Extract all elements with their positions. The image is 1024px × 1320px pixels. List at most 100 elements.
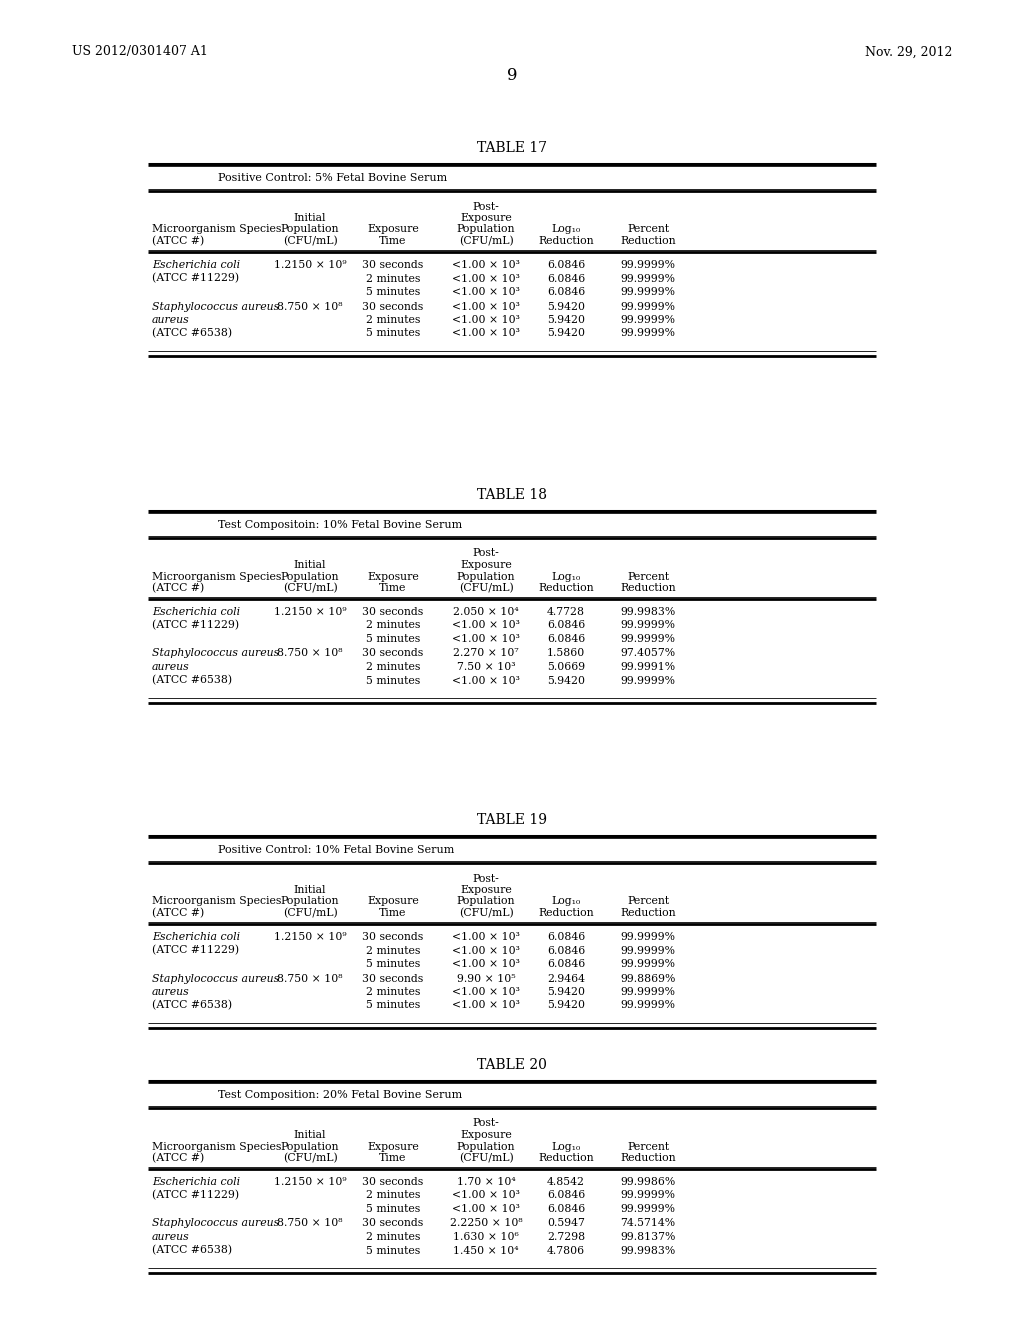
Text: 99.9999%: 99.9999%	[621, 273, 676, 284]
Text: <1.00 × 10³: <1.00 × 10³	[452, 1204, 520, 1214]
Text: 99.9999%: 99.9999%	[621, 329, 676, 338]
Text: (ATCC #): (ATCC #)	[152, 583, 204, 593]
Text: Staphylococcus aureus: Staphylococcus aureus	[152, 301, 280, 312]
Text: 0.5947: 0.5947	[547, 1218, 585, 1229]
Text: 2 minutes: 2 minutes	[366, 620, 420, 631]
Text: 5 minutes: 5 minutes	[366, 1246, 420, 1255]
Text: Reduction: Reduction	[539, 583, 594, 593]
Text: 6.0846: 6.0846	[547, 620, 585, 631]
Text: 5 minutes: 5 minutes	[366, 1204, 420, 1214]
Text: 5 minutes: 5 minutes	[366, 329, 420, 338]
Text: Time: Time	[379, 583, 407, 593]
Text: Exposure: Exposure	[368, 1142, 419, 1151]
Text: 2.050 × 10⁴: 2.050 × 10⁴	[454, 607, 519, 616]
Text: 5.9420: 5.9420	[547, 676, 585, 685]
Text: 6.0846: 6.0846	[547, 960, 585, 969]
Text: (ATCC #): (ATCC #)	[152, 1152, 204, 1163]
Text: <1.00 × 10³: <1.00 × 10³	[452, 945, 520, 956]
Text: 30 seconds: 30 seconds	[362, 1177, 424, 1187]
Text: 2.2250 × 10⁸: 2.2250 × 10⁸	[450, 1218, 522, 1229]
Text: Exposure: Exposure	[460, 884, 512, 895]
Text: 1.5860: 1.5860	[547, 648, 585, 659]
Text: 30 seconds: 30 seconds	[362, 607, 424, 616]
Text: 99.8137%: 99.8137%	[621, 1232, 676, 1242]
Text: aureus: aureus	[152, 987, 189, 997]
Text: (ATCC #): (ATCC #)	[152, 236, 204, 246]
Text: Percent: Percent	[627, 1142, 669, 1151]
Text: 8.750 × 10⁸: 8.750 × 10⁸	[278, 1218, 343, 1229]
Text: Population: Population	[457, 896, 515, 907]
Text: Microorganism Species: Microorganism Species	[152, 572, 282, 582]
Text: Microorganism Species: Microorganism Species	[152, 896, 282, 907]
Text: 30 seconds: 30 seconds	[362, 932, 424, 942]
Text: Positive Control: 10% Fetal Bovine Serum: Positive Control: 10% Fetal Bovine Serum	[218, 845, 455, 855]
Text: TABLE 20: TABLE 20	[477, 1059, 547, 1072]
Text: Escherichia coli: Escherichia coli	[152, 607, 240, 616]
Text: 30 seconds: 30 seconds	[362, 974, 424, 983]
Text: 5.0669: 5.0669	[547, 663, 585, 672]
Text: 5 minutes: 5 minutes	[366, 960, 420, 969]
Text: <1.00 × 10³: <1.00 × 10³	[452, 273, 520, 284]
Text: 4.8542: 4.8542	[547, 1177, 585, 1187]
Text: Post-: Post-	[473, 202, 500, 211]
Text: 5.9420: 5.9420	[547, 301, 585, 312]
Text: 99.8869%: 99.8869%	[621, 974, 676, 983]
Text: <1.00 × 10³: <1.00 × 10³	[452, 932, 520, 942]
Text: 97.4057%: 97.4057%	[621, 648, 676, 659]
Text: 6.0846: 6.0846	[547, 932, 585, 942]
Text: 5 minutes: 5 minutes	[366, 676, 420, 685]
Text: Staphylococcus aureus: Staphylococcus aureus	[152, 974, 280, 983]
Text: 99.9999%: 99.9999%	[621, 620, 676, 631]
Text: Initial: Initial	[294, 884, 327, 895]
Text: TABLE 18: TABLE 18	[477, 488, 547, 502]
Text: Exposure: Exposure	[368, 896, 419, 907]
Text: 30 seconds: 30 seconds	[362, 301, 424, 312]
Text: 99.9999%: 99.9999%	[621, 960, 676, 969]
Text: Exposure: Exposure	[460, 1130, 512, 1140]
Text: 6.0846: 6.0846	[547, 286, 585, 297]
Text: <1.00 × 10³: <1.00 × 10³	[452, 960, 520, 969]
Text: 99.9986%: 99.9986%	[621, 1177, 676, 1187]
Text: 8.750 × 10⁸: 8.750 × 10⁸	[278, 301, 343, 312]
Text: Escherichia coli: Escherichia coli	[152, 1177, 240, 1187]
Text: 74.5714%: 74.5714%	[621, 1218, 676, 1229]
Text: Test Composition: 20% Fetal Bovine Serum: Test Composition: 20% Fetal Bovine Serum	[218, 1090, 462, 1100]
Text: 2 minutes: 2 minutes	[366, 1232, 420, 1242]
Text: Initial: Initial	[294, 1130, 327, 1140]
Text: Population: Population	[281, 896, 339, 907]
Text: <1.00 × 10³: <1.00 × 10³	[452, 315, 520, 325]
Text: Population: Population	[457, 1142, 515, 1151]
Text: 4.7728: 4.7728	[547, 607, 585, 616]
Text: Reduction: Reduction	[539, 236, 594, 246]
Text: Exposure: Exposure	[368, 224, 419, 235]
Text: aureus: aureus	[152, 663, 189, 672]
Text: 9.90 × 10⁵: 9.90 × 10⁵	[457, 974, 515, 983]
Text: <1.00 × 10³: <1.00 × 10³	[452, 620, 520, 631]
Text: <1.00 × 10³: <1.00 × 10³	[452, 676, 520, 685]
Text: 2 minutes: 2 minutes	[366, 273, 420, 284]
Text: 99.9999%: 99.9999%	[621, 260, 676, 271]
Text: 1.2150 × 10⁹: 1.2150 × 10⁹	[273, 607, 346, 616]
Text: 99.9999%: 99.9999%	[621, 932, 676, 942]
Text: <1.00 × 10³: <1.00 × 10³	[452, 987, 520, 997]
Text: Staphylococcus aureus: Staphylococcus aureus	[152, 648, 280, 659]
Text: 1.2150 × 10⁹: 1.2150 × 10⁹	[273, 932, 346, 942]
Text: Reduction: Reduction	[621, 583, 676, 593]
Text: 99.9991%: 99.9991%	[621, 663, 676, 672]
Text: 99.9999%: 99.9999%	[621, 1191, 676, 1200]
Text: (CFU/mL): (CFU/mL)	[459, 1152, 513, 1163]
Text: <1.00 × 10³: <1.00 × 10³	[452, 1001, 520, 1011]
Text: 99.9999%: 99.9999%	[621, 676, 676, 685]
Text: 5.9420: 5.9420	[547, 315, 585, 325]
Text: Percent: Percent	[627, 572, 669, 582]
Text: 99.9999%: 99.9999%	[621, 634, 676, 644]
Text: 2 minutes: 2 minutes	[366, 1191, 420, 1200]
Text: Population: Population	[281, 1142, 339, 1151]
Text: Exposure: Exposure	[460, 560, 512, 570]
Text: 30 seconds: 30 seconds	[362, 648, 424, 659]
Text: 8.750 × 10⁸: 8.750 × 10⁸	[278, 648, 343, 659]
Text: Log₁₀: Log₁₀	[551, 896, 581, 907]
Text: <1.00 × 10³: <1.00 × 10³	[452, 329, 520, 338]
Text: 1.70 × 10⁴: 1.70 × 10⁴	[457, 1177, 515, 1187]
Text: Percent: Percent	[627, 896, 669, 907]
